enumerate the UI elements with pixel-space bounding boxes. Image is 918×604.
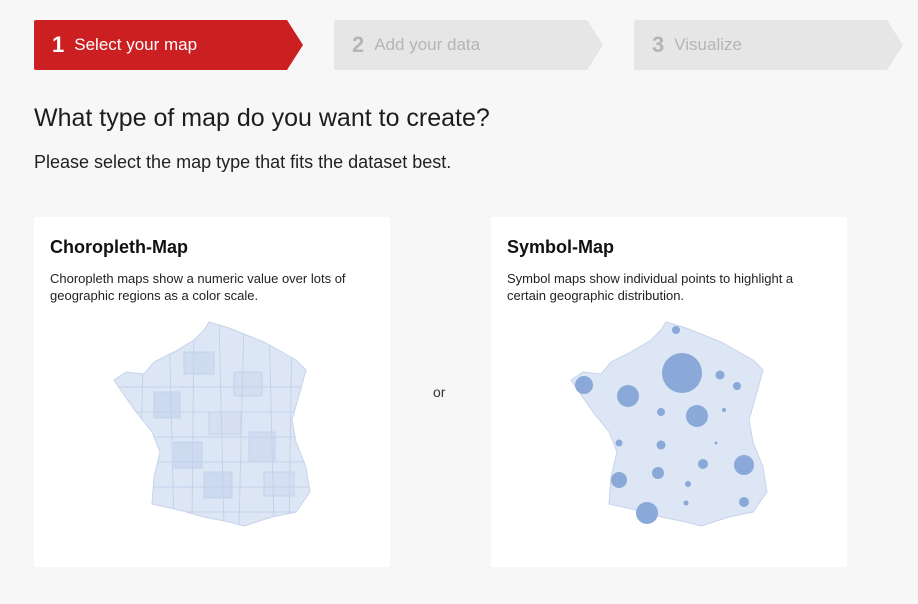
step-label: Visualize: [674, 35, 742, 54]
page-title: What type of map do you want to create?: [34, 104, 490, 132]
step-label: Select your map: [74, 35, 198, 54]
symbol-point: [714, 441, 718, 445]
symbol-point: [683, 500, 689, 506]
symbol-point: [575, 376, 593, 394]
symbol-point: [686, 405, 708, 427]
symbol-point: [722, 408, 726, 412]
symbol-point: [662, 353, 702, 393]
symbol-point: [615, 439, 623, 447]
step-select-map[interactable]: 1 Select your map: [34, 20, 303, 70]
symbol-point: [715, 370, 725, 380]
symbol-point: [652, 467, 664, 479]
symbol-point: [698, 459, 708, 469]
card-description: Symbol maps show individual points to hi…: [507, 271, 794, 303]
choropleth-map-icon: [113, 321, 311, 527]
step-add-data[interactable]: 2 Add your data: [334, 20, 603, 70]
card-title: Choropleth-Map: [50, 237, 188, 257]
step-visualize[interactable]: 3 Visualize: [634, 20, 903, 70]
choropleth-map-card[interactable]: Choropleth-Map Choropleth maps show a nu…: [34, 217, 390, 567]
symbol-map-icon: [570, 321, 768, 527]
step-number: 2: [352, 32, 365, 57]
symbol-point: [656, 440, 666, 450]
step-label: Add your data: [374, 35, 481, 54]
step-number: 3: [652, 32, 665, 57]
step-number: 1: [52, 32, 65, 57]
symbol-point: [657, 408, 665, 416]
symbol-point: [636, 502, 658, 524]
symbol-map-card[interactable]: Symbol-Map Symbol maps show individual p…: [491, 217, 847, 567]
symbol-point: [734, 455, 754, 475]
card-title: Symbol-Map: [507, 237, 615, 257]
symbol-point: [672, 326, 680, 334]
symbol-point: [733, 382, 741, 390]
symbol-point: [685, 481, 691, 487]
or-separator: or: [433, 384, 446, 400]
page-subtitle: Please select the map type that fits the…: [34, 152, 452, 172]
card-description: Choropleth maps show a numeric value ove…: [50, 271, 346, 303]
symbol-point: [611, 472, 627, 488]
symbol-point: [739, 497, 749, 507]
symbol-point: [617, 385, 639, 407]
